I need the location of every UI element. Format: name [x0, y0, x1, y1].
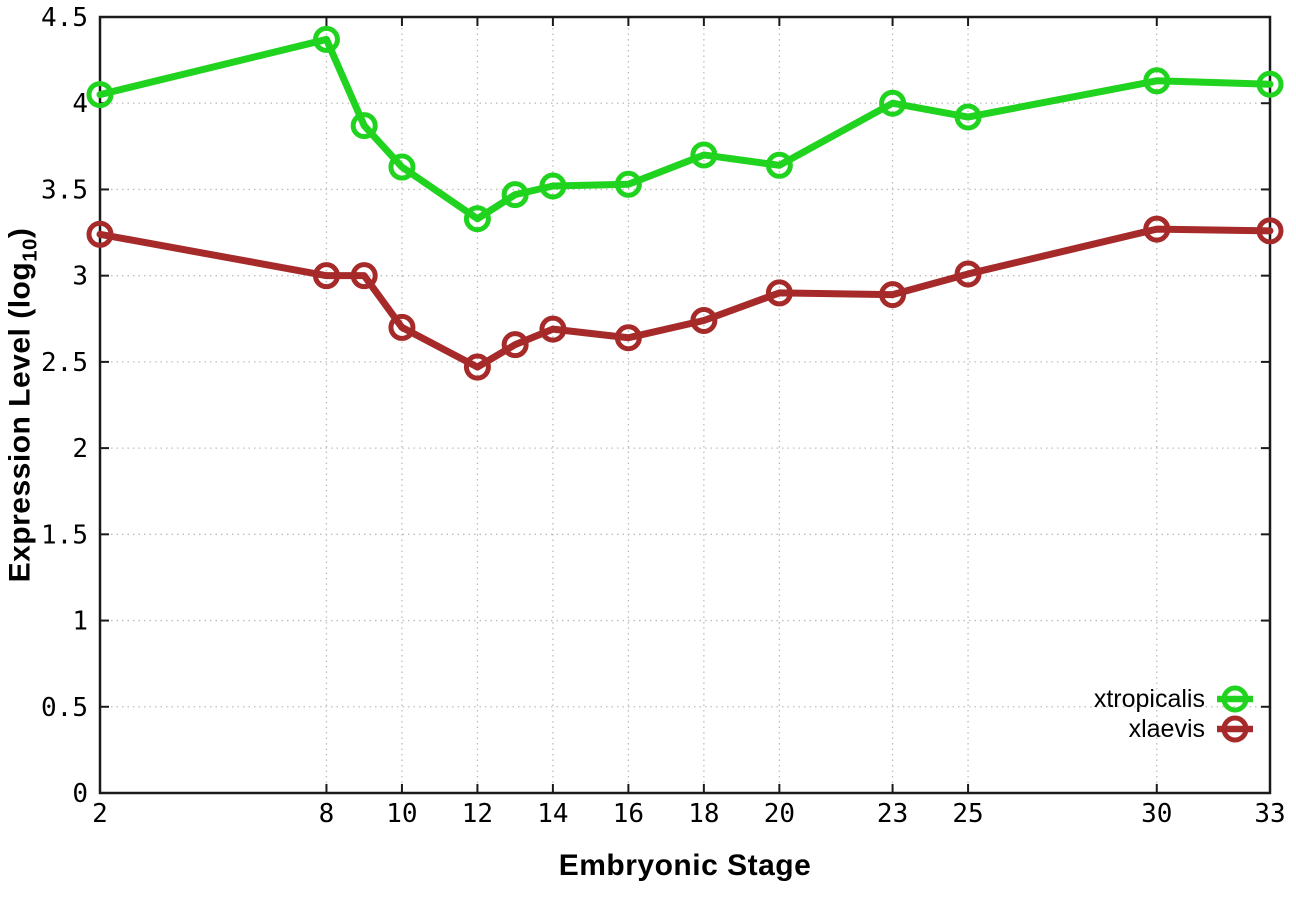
x-tick-label: 16 [613, 799, 644, 829]
y-tick-label: 4.5 [41, 3, 88, 33]
series-xtropicalis-point [463, 205, 491, 233]
y-tick-label: 2.5 [41, 348, 88, 378]
x-tick-label: 33 [1254, 799, 1285, 829]
x-tick-label: 30 [1141, 799, 1172, 829]
series-xlaevis-point [1256, 217, 1284, 245]
x-tick-label: 14 [537, 799, 568, 829]
series-xlaevis-point [312, 262, 340, 290]
series-xlaevis-point [954, 260, 982, 288]
series-xlaevis-point [463, 353, 491, 381]
x-tick-label: 20 [764, 799, 795, 829]
y-tick-label: 4 [72, 89, 88, 119]
series-xtropicalis-point [954, 103, 982, 131]
y-tick-label: 0.5 [41, 693, 88, 723]
series-xlaevis-point [539, 315, 567, 343]
y-tick-label: 1.5 [41, 520, 88, 550]
series-xtropicalis-point [614, 170, 642, 198]
series-xtropicalis-point [690, 141, 718, 169]
y-axis-title-subscript: 10 [19, 238, 42, 262]
y-tick-label: 0 [72, 779, 88, 809]
x-tick-label: 12 [462, 799, 493, 829]
x-axis-title: Embryonic Stage [558, 849, 812, 882]
legend-item-xlaevis: xlaevis [1129, 714, 1256, 744]
series-xlaevis-point [501, 331, 529, 359]
series-xlaevis-point [879, 281, 907, 309]
legend-marker-xtropicalis-icon [1217, 685, 1253, 713]
series-xtropicalis-line [96, 35, 1274, 223]
series-xlaevis-point [388, 313, 416, 341]
series-xlaevis-point [1143, 215, 1171, 243]
series-xtropicalis-point [1256, 70, 1284, 98]
series-xlaevis-point [614, 324, 642, 352]
legend-label-xlaevis: xlaevis [1128, 714, 1205, 743]
series-xtropicalis-point [312, 25, 340, 53]
series-xtropicalis-point [1143, 67, 1171, 95]
series-xtropicalis-point [765, 151, 793, 179]
series-xtropicalis-point [879, 89, 907, 117]
x-tick-label: 23 [877, 799, 908, 829]
series-xlaevis-line [96, 225, 1274, 371]
x-tick-label: 25 [952, 799, 983, 829]
series-xlaevis-point [690, 307, 718, 335]
y-axis-title: Expression Level (log10) [4, 228, 43, 583]
x-tick-label: 10 [386, 799, 417, 829]
series-xtropicalis-point [350, 112, 378, 140]
y-axis-title-close: ) [3, 227, 37, 239]
legend: xtropicalis xlaevis [1094, 684, 1256, 744]
legend-label-xtropicalis: xtropicalis [1093, 684, 1205, 713]
series-xlaevis-point [350, 262, 378, 290]
series-xlaevis-point [86, 220, 114, 248]
y-tick-label: 2 [72, 434, 88, 464]
y-axis-title-main: Expression Level (log [3, 261, 37, 583]
series-xtropicalis-point [501, 181, 529, 209]
x-tick-label: 8 [319, 799, 335, 829]
series-xlaevis-point [765, 279, 793, 307]
y-tick-label: 1 [72, 607, 88, 637]
series-xtropicalis-point [539, 172, 567, 200]
y-tick-label: 3.5 [41, 175, 88, 205]
y-tick-label: 3 [72, 262, 88, 292]
legend-item-xtropicalis: xtropicalis [1094, 684, 1256, 714]
series-xtropicalis-point [388, 153, 416, 181]
series-xtropicalis-point [86, 81, 114, 109]
legend-marker-xlaevis-icon [1217, 715, 1253, 743]
plot-border [98, 15, 1272, 795]
x-tick-label: 2 [92, 799, 108, 829]
x-tick-label: 18 [688, 799, 719, 829]
